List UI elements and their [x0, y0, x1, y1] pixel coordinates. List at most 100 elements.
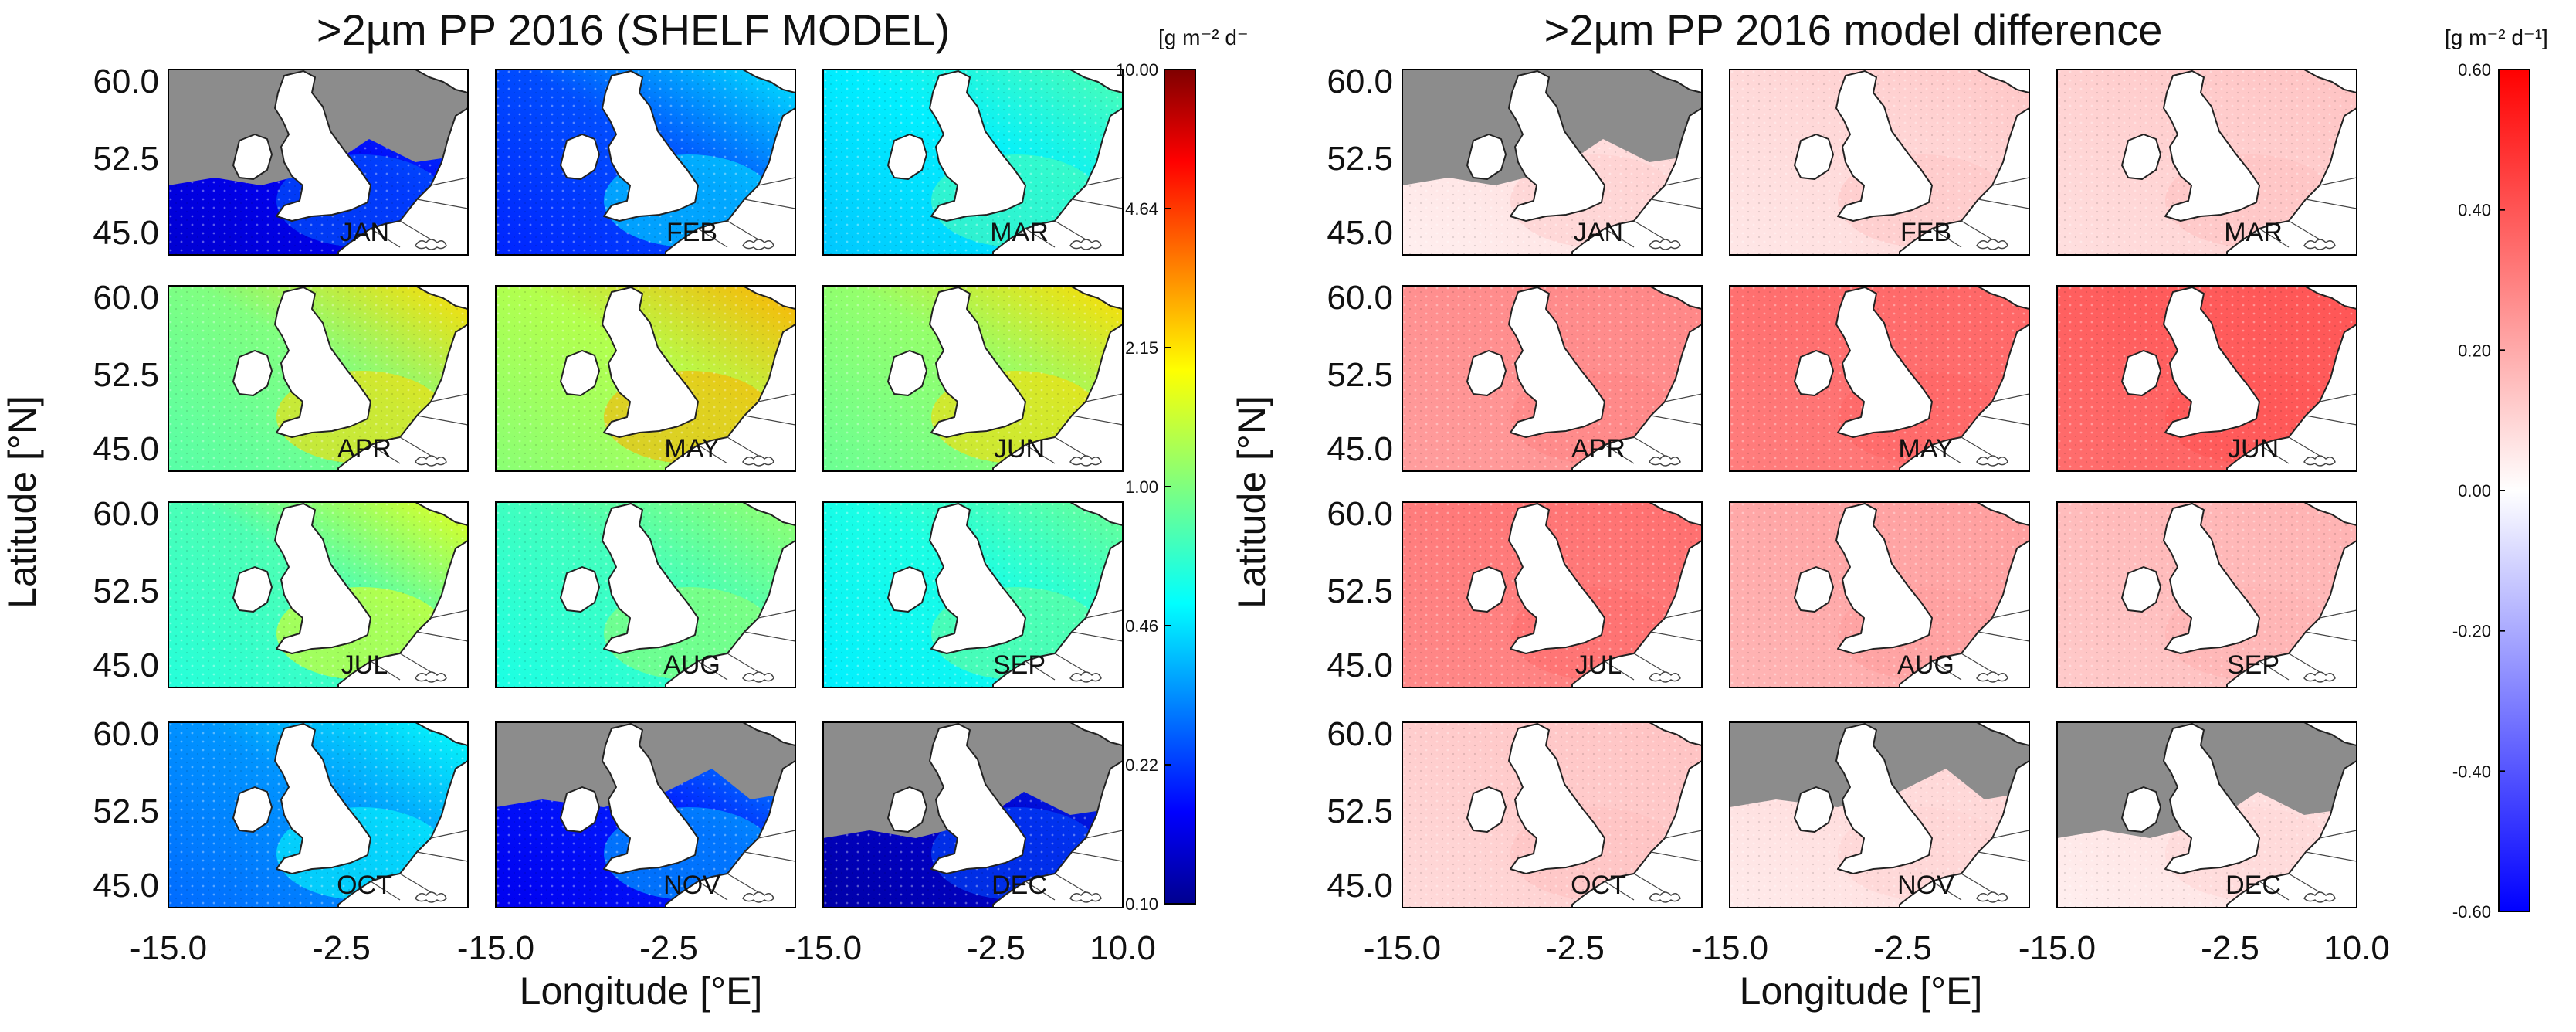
norway-land: [1976, 70, 2029, 93]
panel-frame: [168, 501, 469, 688]
right-y-tick: 52.5: [1327, 793, 1393, 830]
right-x-tick: -15.0: [1691, 929, 1768, 967]
ireland-land: [1466, 566, 1507, 613]
left-panel-may: MAY: [495, 285, 796, 472]
country-borders: [2259, 177, 2357, 248]
continental-europe-land: [337, 540, 468, 687]
ireland-land: [887, 566, 927, 613]
right-x-tick: -2.5: [1873, 929, 1932, 967]
left-y-tick: 45.0: [93, 867, 159, 905]
left-x-tick: 10.0: [1090, 929, 1156, 967]
great-britain-land: [274, 503, 371, 654]
great-britain-land: [602, 287, 699, 438]
month-label: OCT: [337, 871, 392, 900]
right-y-axis-label: Latitude [°N]: [1230, 395, 1273, 609]
left-x-tick: -2.5: [639, 929, 698, 967]
country-borders: [1025, 177, 1123, 248]
left-panel-grid: JAN FEB MAR APR MAY JUN JUL AUG SEP OCT NOV DEC: [168, 69, 1124, 908]
alps-outline: [1976, 891, 2008, 903]
left-panel-sep: SEP: [822, 501, 1124, 688]
panel-frame: [822, 285, 1124, 472]
left-chart-title: >2µm PP 2016 (SHELF MODEL): [317, 5, 950, 54]
right-panel-jan: JAN: [1402, 69, 1703, 256]
left-x-tick: -15.0: [457, 929, 534, 967]
panel-frame: [822, 501, 1124, 688]
panel-frame: [495, 69, 796, 256]
left-y-tick: 45.0: [93, 647, 159, 684]
right-panel-dec: DEC: [2056, 721, 2357, 908]
panel-frame: [168, 721, 469, 908]
month-label: JUN: [2228, 434, 2279, 463]
continental-europe-land: [337, 760, 468, 908]
left-colorbar-tick-label: 0.10: [1125, 895, 1158, 914]
great-britain-land: [1835, 287, 1933, 438]
norway-land: [1649, 722, 1702, 746]
norway-land: [742, 722, 795, 746]
great-britain-land: [929, 723, 1026, 874]
left-panel-apr: APR: [168, 285, 469, 472]
left-colorbar-tick-label: 4.64: [1125, 199, 1158, 219]
month-label: MAY: [1898, 434, 1953, 463]
month-label: FEB: [666, 218, 717, 247]
panel-frame: [1729, 721, 2030, 908]
panel-frame: [2056, 721, 2357, 908]
right-panel-aug: AUG: [1729, 501, 2030, 688]
norway-land: [2303, 286, 2357, 310]
country-borders: [370, 393, 468, 464]
great-britain-land: [274, 287, 371, 438]
right-y-tick: 45.0: [1327, 867, 1393, 905]
left-y-axis-label: Latitude [°N]: [1, 395, 44, 609]
panel-frame: [168, 69, 469, 256]
great-britain-land: [1508, 723, 1605, 874]
alps-outline: [1649, 891, 1681, 903]
alps-outline: [1976, 671, 2008, 683]
alps-outline: [2303, 239, 2336, 250]
left-colorbar: [g m⁻² d⁻ 10.00 4.64 2.15 1.00 0.46 0.22 0.10: [1116, 25, 1249, 914]
right-colorbar-unit: [g m⁻² d⁻¹]: [2445, 25, 2548, 49]
norway-land: [415, 70, 468, 93]
month-label: AUG: [663, 650, 720, 680]
right-y-tick: 60.0: [1327, 495, 1393, 533]
continental-europe-land: [2226, 760, 2357, 908]
right-y-tick: 45.0: [1327, 214, 1393, 252]
panel-frame: [495, 285, 796, 472]
great-britain-land: [1508, 287, 1605, 438]
country-borders: [697, 609, 795, 681]
country-borders: [370, 177, 468, 248]
great-britain-land: [274, 723, 371, 874]
panel-frame: [1402, 69, 1703, 256]
ireland-land: [232, 134, 273, 180]
month-label: MAY: [664, 434, 719, 463]
right-panel-apr: APR: [1402, 285, 1703, 472]
month-label: FEB: [1900, 218, 1951, 247]
continental-europe-land: [665, 760, 795, 908]
right-x-tick: 10.0: [2323, 929, 2390, 967]
ireland-land: [560, 566, 600, 613]
right-y-tick: 45.0: [1327, 647, 1393, 684]
alps-outline: [1069, 455, 1102, 467]
country-borders: [2259, 609, 2357, 681]
left-y-tick: 45.0: [93, 214, 159, 252]
panel-frame: [495, 721, 796, 908]
alps-outline: [415, 671, 447, 683]
continental-europe-land: [992, 107, 1123, 255]
ireland-land: [232, 786, 273, 833]
country-borders: [1931, 830, 2029, 901]
ireland-land: [1466, 786, 1507, 833]
country-borders: [370, 830, 468, 901]
month-label: SEP: [993, 650, 1046, 680]
alps-outline: [1649, 239, 1681, 250]
norway-land: [1069, 722, 1123, 746]
country-borders: [2259, 830, 2357, 901]
left-x-tick: -2.5: [967, 929, 1025, 967]
left-y-tick: 60.0: [93, 715, 159, 753]
left-y-tick: 52.5: [93, 572, 159, 610]
continental-europe-land: [1899, 324, 2029, 471]
alps-outline: [742, 671, 774, 683]
right-colorbar-tick-label: -0.20: [2452, 622, 2491, 641]
continental-europe-land: [1899, 107, 2029, 255]
norway-land: [1976, 286, 2029, 310]
continental-europe-land: [1899, 760, 2029, 908]
panel-frame: [2056, 69, 2357, 256]
